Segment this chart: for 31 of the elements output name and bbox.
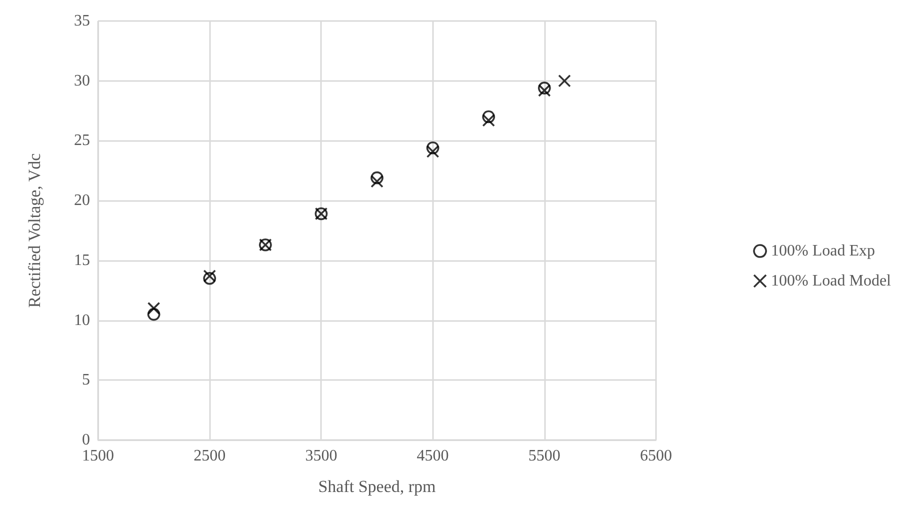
y-tick-label: 30 bbox=[74, 72, 90, 90]
y-tick-label: 5 bbox=[82, 372, 90, 389]
y-tick-label: 0 bbox=[82, 432, 90, 448]
x-tick-label: 1500 bbox=[82, 448, 114, 464]
point bbox=[370, 175, 384, 188]
point bbox=[558, 74, 571, 88]
x-tick-label: 2500 bbox=[194, 448, 226, 464]
point bbox=[426, 141, 440, 154]
x-tick-label: 3500 bbox=[305, 448, 338, 464]
point bbox=[147, 302, 160, 315]
point bbox=[203, 270, 216, 282]
point bbox=[203, 272, 216, 285]
point bbox=[482, 114, 495, 127]
point bbox=[538, 82, 551, 94]
point bbox=[426, 145, 440, 158]
y-tick-label: 20 bbox=[74, 192, 90, 210]
y-tick-label: 15 bbox=[74, 252, 90, 269]
y-axis-title: Rectified Voltage, Vdc bbox=[25, 152, 44, 308]
y-tick-label: 10 bbox=[74, 312, 90, 329]
point bbox=[147, 308, 160, 321]
point bbox=[482, 110, 495, 124]
y-tick-label: 35 bbox=[74, 12, 90, 30]
point bbox=[538, 84, 551, 97]
x-tick-label: 6500 bbox=[640, 448, 672, 464]
x-tick-label: 5500 bbox=[528, 448, 560, 464]
point bbox=[370, 171, 384, 184]
y-tick-label: 25 bbox=[74, 132, 90, 150]
x-tick-label: 4500 bbox=[416, 448, 449, 464]
legend-label: 100% Load Exp bbox=[771, 242, 876, 260]
legend-label: 100% Load Model bbox=[771, 272, 892, 290]
x-axis-title: Shaft Speed, rpm bbox=[318, 477, 436, 496]
